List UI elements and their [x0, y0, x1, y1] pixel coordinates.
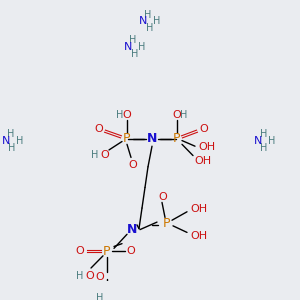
Text: H: H [146, 23, 154, 33]
Text: O: O [96, 272, 104, 282]
Text: H: H [91, 150, 99, 160]
Text: H: H [96, 293, 104, 300]
Text: H: H [144, 10, 152, 20]
Text: N: N [139, 16, 147, 26]
Text: H: H [131, 50, 139, 59]
Text: O: O [200, 124, 208, 134]
Text: N: N [124, 42, 132, 52]
Text: O: O [100, 150, 109, 160]
Text: O: O [94, 124, 103, 134]
Text: O: O [76, 246, 84, 256]
Text: N: N [254, 136, 262, 146]
Text: O: O [123, 110, 131, 120]
Text: N: N [2, 136, 10, 146]
Text: N: N [127, 223, 137, 236]
Text: P: P [103, 245, 111, 258]
Text: N: N [147, 132, 157, 145]
Text: O: O [129, 160, 137, 170]
Text: H: H [260, 143, 268, 153]
Text: O: O [172, 110, 182, 120]
Text: P: P [173, 132, 181, 145]
Text: O: O [159, 192, 167, 202]
Text: H: H [153, 16, 161, 26]
Text: H: H [180, 110, 188, 120]
Text: OH: OH [198, 142, 216, 152]
Text: OH: OH [190, 204, 208, 214]
Text: OH: OH [194, 156, 212, 166]
Text: H: H [116, 110, 124, 120]
Text: H: H [76, 272, 84, 281]
Text: P: P [163, 217, 171, 230]
Text: H: H [7, 129, 15, 139]
Text: O: O [127, 246, 135, 256]
Text: H: H [138, 42, 146, 52]
Text: H: H [16, 136, 24, 146]
Text: H: H [268, 136, 276, 146]
Text: O: O [85, 272, 94, 281]
Text: P: P [123, 132, 131, 145]
Text: H: H [260, 129, 268, 139]
Text: H: H [129, 35, 137, 45]
Text: OH: OH [190, 231, 208, 241]
Text: H: H [8, 143, 16, 153]
